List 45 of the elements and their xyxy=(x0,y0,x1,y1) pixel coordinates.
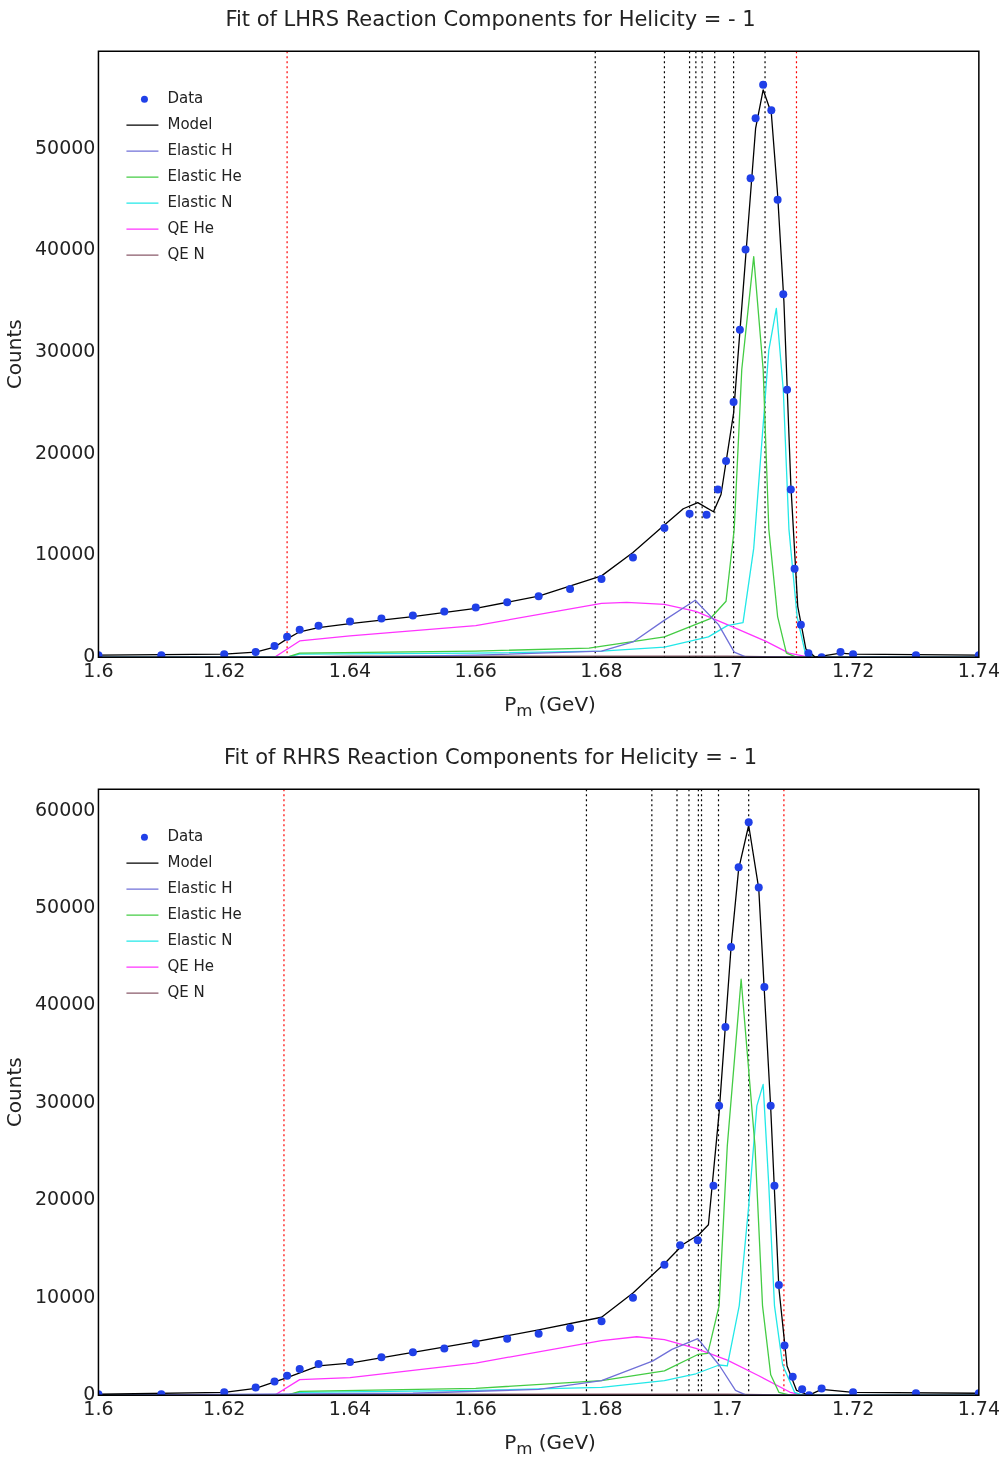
x-tick-label: 1.7 xyxy=(712,1396,743,1419)
x-tick-label: 1.66 xyxy=(454,658,497,681)
x-tick-label: 1.7 xyxy=(712,658,743,681)
y-tick-label: 60000 xyxy=(34,797,96,820)
x-tick-label: 1.64 xyxy=(328,1396,372,1419)
y-tick-label: 30000 xyxy=(34,1089,96,1112)
legend-label: Data xyxy=(167,89,204,108)
x-tick-label: 1.68 xyxy=(580,658,623,681)
legend-label: QE N xyxy=(167,245,205,264)
chart-title: Fit of LHRS Reaction Components for Helicity = - 1 xyxy=(225,7,756,32)
legend-label: Model xyxy=(167,853,213,872)
y-tick-label: 50000 xyxy=(34,135,96,158)
y-tick-label: 40000 xyxy=(34,237,96,260)
x-tick-label: 1.62 xyxy=(203,658,246,681)
x-tick-label: 1.68 xyxy=(580,1396,623,1419)
x-tick-label: 1.62 xyxy=(203,1396,246,1419)
y-axis-title: Counts xyxy=(2,1057,27,1128)
x-tick-label: 1.66 xyxy=(454,1396,497,1419)
x-tick-label: 1.74 xyxy=(957,658,1000,681)
y-tick-label: 10000 xyxy=(34,1284,96,1307)
y-tick-label: 20000 xyxy=(34,440,96,463)
x-axis-title: P$_{m}$ (GeV) xyxy=(503,692,597,720)
x-tick-label: 1.72 xyxy=(831,658,875,681)
x-tick-label: 1.74 xyxy=(957,1396,1000,1419)
legend-label: Data xyxy=(167,827,204,846)
y-tick-label: 30000 xyxy=(34,339,96,362)
legend-label: Model xyxy=(167,115,213,134)
y-tick-label: 20000 xyxy=(34,1187,96,1210)
legend-label: Elastic He xyxy=(167,167,242,186)
legend-label: QE He xyxy=(167,957,214,976)
legend-label: QE He xyxy=(167,219,214,238)
y-tick-label: 10000 xyxy=(34,542,96,565)
y-tick-label: 50000 xyxy=(34,895,96,917)
chart-title: Fit of RHRS Reaction Components for Helicity = - 1 xyxy=(223,745,758,770)
legend-label: Elastic H xyxy=(167,141,233,160)
legend-label: Elastic N xyxy=(167,931,233,950)
x-tick-label: 1.64 xyxy=(328,658,372,681)
legend-label: QE N xyxy=(167,983,205,1002)
x-tick-label: 1.72 xyxy=(831,1396,875,1419)
x-axis-title: P$_{m}$ (GeV) xyxy=(503,1430,597,1458)
y-axis-title: Counts xyxy=(2,319,27,390)
legend-label: Elastic N xyxy=(167,193,233,212)
legend-label: Elastic He xyxy=(167,905,242,924)
y-tick-label: 40000 xyxy=(34,992,96,1015)
legend-label: Elastic H xyxy=(167,879,233,898)
